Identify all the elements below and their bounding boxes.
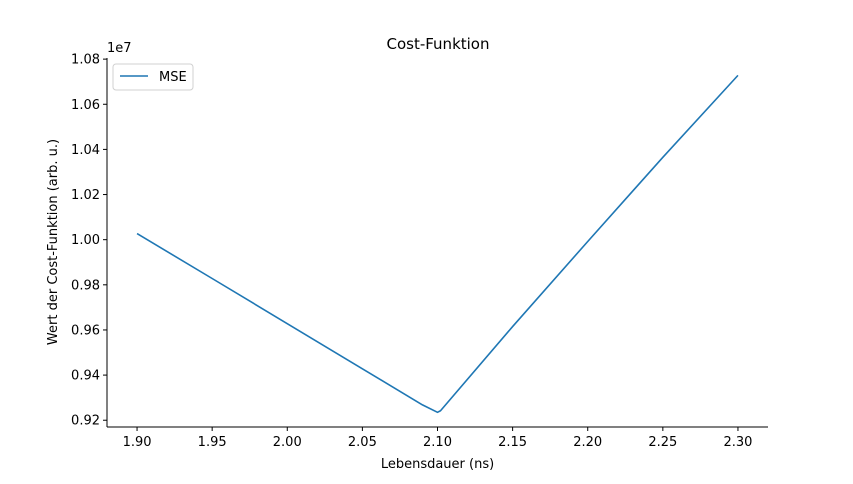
x-tick-label: 1.90: [123, 435, 152, 450]
series-layer: [136, 74, 739, 414]
x-tick-label: 2.25: [648, 435, 677, 450]
y-tick-label: 1.04: [71, 143, 100, 158]
x-tick-label: 2.30: [723, 435, 752, 450]
y-offset-label: 1e7: [107, 41, 132, 56]
series-line-mse: [136, 74, 739, 414]
axes: [106, 58, 768, 428]
y-axis-label: Wert der Cost-Funktion (arb. u.): [46, 139, 61, 345]
x-axis-label: Lebensdauer (ns): [381, 457, 494, 472]
x-tick-label: 2.20: [573, 435, 602, 450]
x-tick-label: 2.00: [273, 435, 302, 450]
y-tick-label: 1.02: [71, 188, 100, 203]
y-axis-ticks: 0.92 0.94 0.96 0.98 1.00 1.02 1.04 1.06 1.08: [71, 53, 107, 429]
x-tick-label: 2.15: [498, 435, 527, 450]
x-tick-label: 2.10: [423, 435, 452, 450]
legend-label-mse: MSE: [159, 70, 187, 85]
y-tick-label: 1.06: [71, 98, 100, 113]
y-tick-label: 1.08: [71, 53, 100, 68]
legend: MSE: [112, 63, 194, 91]
chart-title: Cost-Funktion: [386, 35, 489, 53]
x-axis-ticks: 1.90 1.95 2.00 2.05 2.10 2.15 2.20 2.25 2.30: [123, 427, 752, 450]
y-tick-label: 0.98: [71, 278, 100, 293]
y-tick-label: 0.94: [71, 369, 100, 384]
x-tick-label: 1.95: [198, 435, 227, 450]
y-tick-label: 0.96: [71, 323, 100, 338]
x-tick-label: 2.05: [348, 435, 377, 450]
legend-box: [112, 63, 194, 91]
y-tick-label: 1.00: [71, 233, 100, 248]
y-tick-label: 0.92: [71, 414, 100, 429]
